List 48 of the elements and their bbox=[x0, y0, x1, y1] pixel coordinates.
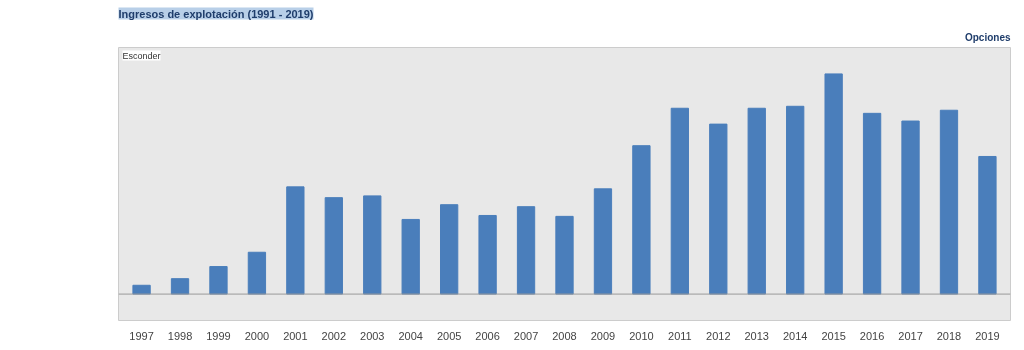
bar bbox=[324, 197, 343, 295]
x-tick-label: 2000 bbox=[244, 329, 270, 342]
x-tick-label: 2015 bbox=[821, 329, 846, 342]
x-tick-label: 2019 bbox=[975, 329, 1000, 342]
x-tick-label: 2012 bbox=[706, 329, 731, 342]
bar bbox=[170, 278, 190, 295]
bar bbox=[555, 215, 574, 295]
bar bbox=[286, 186, 305, 295]
bar bbox=[901, 120, 920, 295]
x-tick-label: 2018 bbox=[936, 329, 962, 342]
bar bbox=[363, 195, 382, 295]
bar bbox=[786, 105, 805, 295]
bar bbox=[593, 188, 613, 295]
x-tick-label: 2006 bbox=[475, 329, 500, 342]
bar bbox=[478, 214, 497, 295]
x-tick-label: 1998 bbox=[167, 329, 193, 342]
x-tick-label: 2016 bbox=[859, 329, 885, 342]
x-tick-label: 2008 bbox=[552, 329, 577, 342]
x-tick-label: 2007 bbox=[513, 329, 539, 342]
x-tick-label: 2004 bbox=[398, 329, 423, 342]
x-tick-label: 1997 bbox=[129, 329, 154, 342]
x-tick-label: 2017 bbox=[898, 329, 923, 342]
bar bbox=[209, 266, 228, 295]
x-tick-label: 2005 bbox=[436, 329, 462, 342]
x-tick-label: 2013 bbox=[744, 329, 769, 342]
chart-title: Ingresos de explotación (1991 - 2019) bbox=[118, 7, 314, 20]
bar bbox=[709, 123, 728, 295]
bar bbox=[824, 73, 843, 295]
x-tick-label: 1999 bbox=[206, 329, 231, 342]
bar bbox=[401, 218, 420, 295]
x-tick-label: 2001 bbox=[283, 329, 308, 342]
bar bbox=[862, 112, 882, 295]
x-tick-label: 2002 bbox=[321, 329, 347, 342]
text: Esconder bbox=[122, 50, 161, 61]
bar bbox=[440, 204, 459, 295]
bar bbox=[632, 145, 651, 295]
bar bbox=[516, 206, 536, 295]
x-tick-label: 2011 bbox=[668, 329, 692, 342]
x-tick-label: 2014 bbox=[782, 329, 808, 342]
x-tick-label: 2003 bbox=[360, 329, 385, 342]
text: Opciones bbox=[964, 31, 1011, 43]
x-tick-label: 2010 bbox=[629, 329, 654, 342]
bar bbox=[939, 109, 959, 295]
bar bbox=[670, 107, 689, 295]
x-tick-label: 2009 bbox=[590, 329, 616, 342]
bar bbox=[747, 107, 766, 295]
bar bbox=[978, 155, 997, 295]
bar bbox=[247, 251, 267, 295]
